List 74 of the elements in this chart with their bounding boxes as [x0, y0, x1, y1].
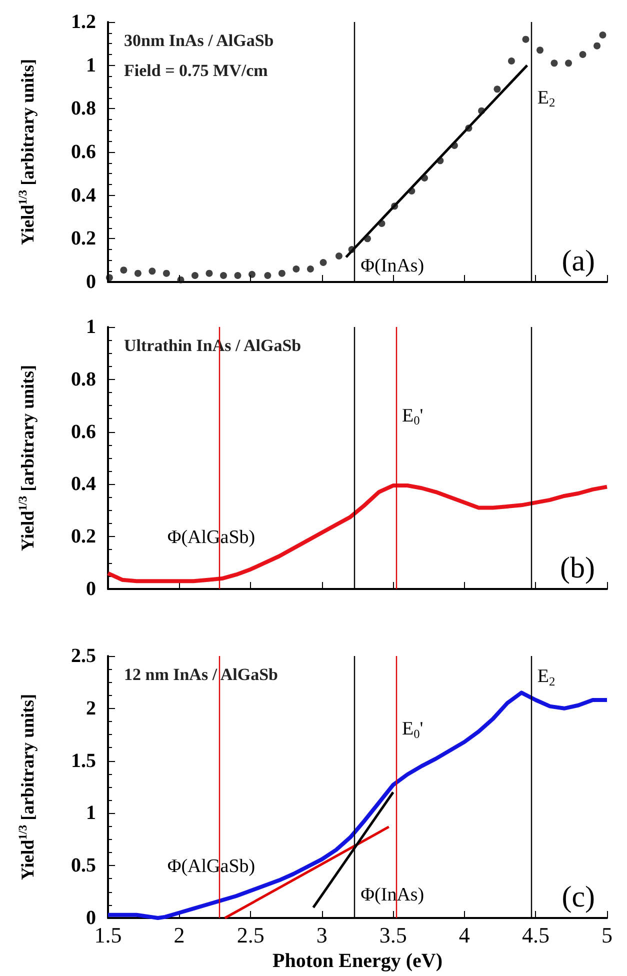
point: [306, 266, 314, 272]
point: [264, 272, 272, 279]
x-axis-title: Photon Energy (eV): [272, 950, 442, 972]
x-tick-label: 4.5: [522, 922, 550, 948]
y-tick-label: 1: [86, 316, 96, 338]
point: [579, 51, 586, 58]
point: [248, 270, 256, 278]
point: [206, 270, 213, 277]
y-tick-label: 0.6: [71, 141, 96, 163]
text: (b): [560, 552, 595, 584]
point: [106, 274, 113, 282]
point: [465, 124, 472, 132]
y-axis-title: Yield1/3 [arbitrary units]: [16, 58, 38, 246]
point: [278, 270, 286, 277]
annotation: Field = 0.75 MV/cm: [124, 61, 268, 80]
point: [120, 266, 128, 274]
point: [450, 142, 458, 149]
point: [335, 252, 342, 260]
point: [494, 86, 501, 93]
point: [550, 60, 558, 67]
point: [177, 276, 184, 284]
annotation: Φ(InAs): [360, 256, 424, 276]
point: [522, 36, 530, 43]
point: [478, 107, 486, 114]
y-tick-label: 0.8: [71, 98, 96, 120]
y-tick-label: 0.4: [71, 473, 96, 496]
point: [234, 272, 242, 279]
y-tick-label: 2.5: [71, 645, 96, 667]
point: [134, 270, 142, 277]
y-tick-label: 1.5: [71, 750, 96, 772]
line-series: [106, 484, 609, 584]
point: [594, 42, 601, 50]
point: [148, 268, 156, 275]
annotation: 30nm InAs / AlGaSb: [124, 31, 274, 50]
y-tick-label: 1.2: [71, 11, 96, 33]
y-tick-label: 0.2: [71, 228, 96, 250]
y-tick-label: 0: [86, 271, 96, 293]
text: (c): [562, 880, 595, 914]
point: [599, 32, 606, 38]
y-axis-title: Yield1/3 [arbitrary units]: [16, 694, 38, 880]
y-tick-label: 0: [86, 578, 96, 600]
text: (a): [562, 244, 595, 278]
y-tick-label: 2: [86, 697, 96, 720]
y-tick-label: 1: [86, 54, 96, 76]
point: [436, 157, 444, 164]
x-tick-label: 4: [458, 922, 470, 948]
y-tick-label: 0.4: [71, 184, 96, 206]
point: [348, 246, 356, 253]
x-tick-label: 3: [316, 922, 328, 948]
x-tick-label: 3.5: [379, 922, 407, 948]
y-tick-label: 0.8: [71, 368, 96, 390]
point: [162, 270, 170, 277]
point: [508, 58, 515, 64]
y-tick-label: 0.6: [71, 420, 96, 443]
point: [364, 235, 371, 242]
point: [565, 60, 572, 67]
point: [536, 46, 544, 54]
point: [378, 220, 386, 227]
x-tick-label: 2.5: [236, 922, 264, 948]
point: [320, 259, 327, 266]
point: [391, 202, 398, 210]
y-axis-title: Yield1/3 [arbitrary units]: [16, 364, 38, 552]
y-tick-label: 0: [86, 907, 96, 929]
point: [191, 272, 198, 279]
x-tick-label: 5: [602, 922, 612, 948]
y-tick-label: 0.5: [71, 854, 96, 877]
y-tick-label: 1: [86, 802, 96, 824]
y-tick-label: 0.2: [71, 526, 96, 548]
point: [421, 174, 428, 182]
annotation: 12 nm InAs / AlGaSb: [124, 665, 278, 684]
point: [408, 188, 416, 194]
x-tick-label: 2: [174, 922, 185, 948]
point: [220, 272, 227, 279]
point: [292, 266, 300, 272]
